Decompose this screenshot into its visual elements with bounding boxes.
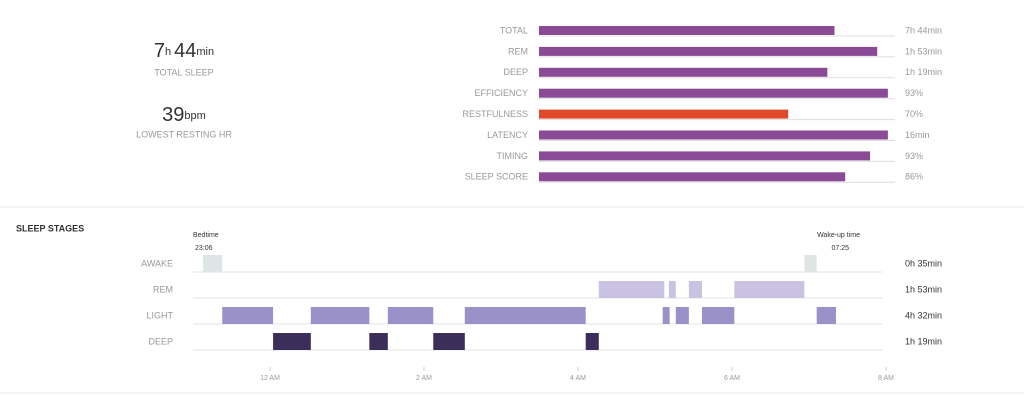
contributor-value: 93% — [905, 151, 923, 161]
contributor-value: 86% — [905, 172, 923, 182]
stage-segment — [222, 307, 274, 324]
contributor-name: TIMING — [497, 151, 529, 161]
contributor-bar — [539, 26, 835, 35]
stage-duration: 4h 32min — [905, 310, 942, 320]
wakeup-time: 07:25 — [831, 245, 849, 252]
stage-segment — [433, 333, 465, 350]
stage-segment — [816, 307, 836, 324]
contributor-value: 70% — [905, 109, 923, 119]
contributor-bar — [539, 151, 871, 161]
wakeup-label: Wake-up time — [817, 232, 860, 239]
unit: h — [165, 46, 171, 58]
contributor-name: REM — [508, 46, 528, 56]
contributor-bar — [539, 88, 888, 98]
contributor-name: RESTFULNESS — [462, 109, 528, 119]
stage-segment — [273, 333, 311, 350]
hours: 7 — [154, 40, 165, 62]
stage-segment — [701, 307, 735, 324]
stage-duration: 1h 19min — [905, 336, 942, 346]
bedtime-time: 23:06 — [195, 245, 213, 252]
contributor-value: 1h 53min — [905, 46, 942, 56]
stage-segment — [804, 255, 817, 272]
contributor-value: 1h 19min — [905, 67, 942, 77]
total-sleep-label: TOTAL SLEEP — [154, 67, 213, 77]
stage-segment — [668, 281, 676, 298]
stage-segment — [387, 307, 434, 324]
hr: 39 — [162, 104, 184, 126]
section-title: SLEEP STAGES — [16, 223, 84, 233]
contributor-name: SLEEP SCORE — [465, 172, 528, 182]
contributor-name: EFFICIENCY — [474, 88, 528, 98]
stage-segment — [464, 307, 586, 324]
contributor-name: TOTAL — [500, 25, 528, 35]
stage-name: REM — [153, 284, 173, 294]
contributor-value: 7h 44min — [905, 25, 942, 35]
stage-segment — [675, 307, 689, 324]
stage-segment — [734, 281, 805, 298]
total-sleep-value: 7h 44min — [154, 40, 214, 62]
contributor-value: 93% — [905, 88, 923, 98]
stage-name: DEEP — [148, 336, 173, 346]
stage-segment — [662, 307, 670, 324]
contributor-name: DEEP — [503, 67, 528, 77]
stage-name: LIGHT — [146, 310, 173, 320]
contributor-bar — [539, 130, 888, 140]
unit: min — [196, 46, 214, 58]
x-tick-label: 2 AM — [416, 375, 432, 382]
stage-segment — [203, 255, 223, 272]
stage-segment — [688, 281, 702, 298]
bedtime-label: Bedtime — [193, 232, 219, 239]
unit: bpm — [184, 110, 205, 122]
stage-duration: 0h 35min — [905, 258, 942, 268]
x-tick-label: 6 AM — [724, 375, 740, 382]
stage-segment — [585, 333, 599, 350]
stage-name: AWAKE — [141, 258, 173, 268]
x-tick-label: 12 AM — [260, 375, 280, 382]
resting-hr-value: 39bpm — [162, 104, 206, 126]
contributor-bar — [539, 109, 789, 119]
contributor-bar — [539, 172, 846, 182]
minutes: 44 — [174, 40, 196, 62]
stage-segment — [598, 281, 665, 298]
stage-segment — [369, 333, 388, 350]
contributor-name: LATENCY — [487, 130, 528, 140]
contributor-bar — [539, 67, 828, 77]
x-tick-label: 8 AM — [878, 375, 894, 382]
contributor-value: 16min — [905, 130, 930, 140]
x-tick-label: 4 AM — [570, 375, 586, 382]
stage-segment — [310, 307, 370, 324]
contributor-bar — [539, 46, 878, 56]
resting-hr-label: LOWEST RESTING HR — [136, 129, 232, 139]
stage-duration: 1h 53min — [905, 284, 942, 294]
